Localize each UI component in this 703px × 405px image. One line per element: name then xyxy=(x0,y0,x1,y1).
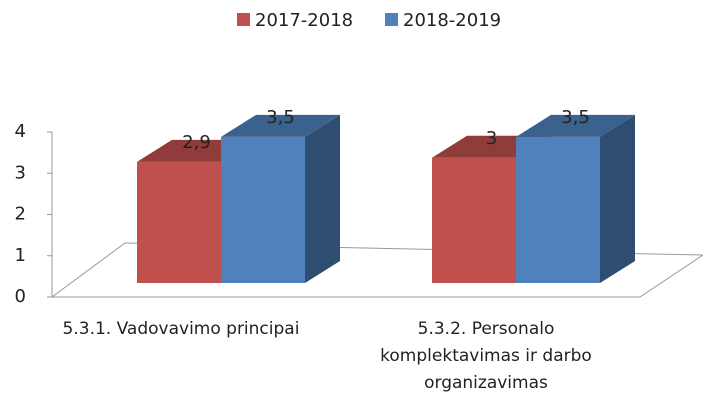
bar-top xyxy=(516,114,635,137)
legend-label: 2017-2018 xyxy=(255,10,353,31)
bar-top xyxy=(221,114,340,137)
bar-front xyxy=(516,136,600,283)
floor xyxy=(50,242,703,298)
y-tick-label: 0 xyxy=(15,286,26,307)
bar-side xyxy=(600,114,635,283)
bar xyxy=(516,114,635,283)
value-label: 3,5 xyxy=(561,107,590,128)
x-tick-label: 5.3.1. Vadovavimo principai xyxy=(62,319,300,339)
value-label: 2,9 xyxy=(182,132,211,153)
y-tick-label: 4 xyxy=(15,121,26,142)
value-label: 3 xyxy=(486,128,497,149)
legend-swatch xyxy=(237,13,250,26)
bar xyxy=(221,114,340,283)
y-tick-label: 1 xyxy=(15,245,26,266)
y-tick-label: 3 xyxy=(15,162,26,183)
x-tick-label: 5.3.2. Personalo komplektavimas ir darbo… xyxy=(380,319,592,393)
legend-swatch xyxy=(385,13,398,26)
y-tick-label: 2 xyxy=(15,204,26,225)
bar-side xyxy=(305,114,340,283)
value-label: 3,5 xyxy=(266,107,295,128)
legend-label: 2018-2019 xyxy=(403,10,501,31)
bar-front xyxy=(432,157,516,283)
bar-front xyxy=(137,161,221,283)
bar-front xyxy=(221,136,305,283)
